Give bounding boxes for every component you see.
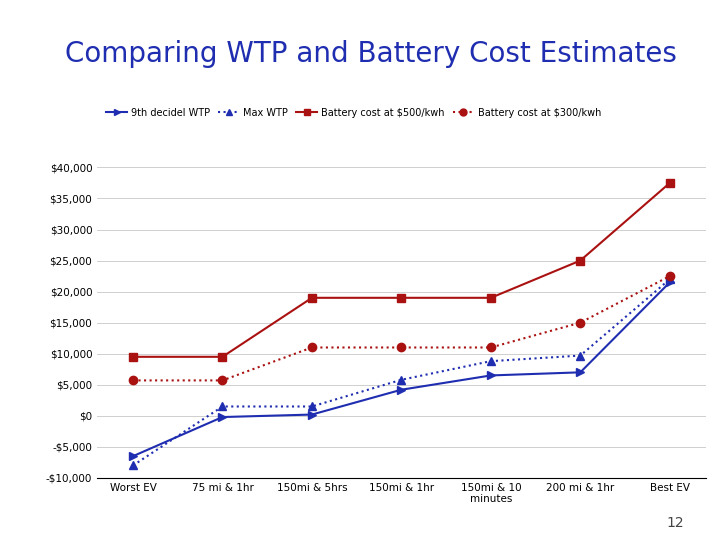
Text: Comparing WTP and Battery Cost Estimates: Comparing WTP and Battery Cost Estimates bbox=[65, 39, 677, 68]
Text: NIVERSITY: NIVERSITY bbox=[34, 16, 96, 24]
Text: U: U bbox=[16, 11, 32, 29]
Text: 12: 12 bbox=[667, 516, 684, 530]
Legend: 9th decidel WTP, Max WTP, Battery cost at $500/kwh, Battery cost at $300/kwh: 9th decidel WTP, Max WTP, Battery cost a… bbox=[102, 104, 605, 122]
Text: of: of bbox=[97, 16, 107, 24]
Text: D: D bbox=[117, 11, 133, 29]
Text: ELAWARE: ELAWARE bbox=[135, 16, 191, 24]
